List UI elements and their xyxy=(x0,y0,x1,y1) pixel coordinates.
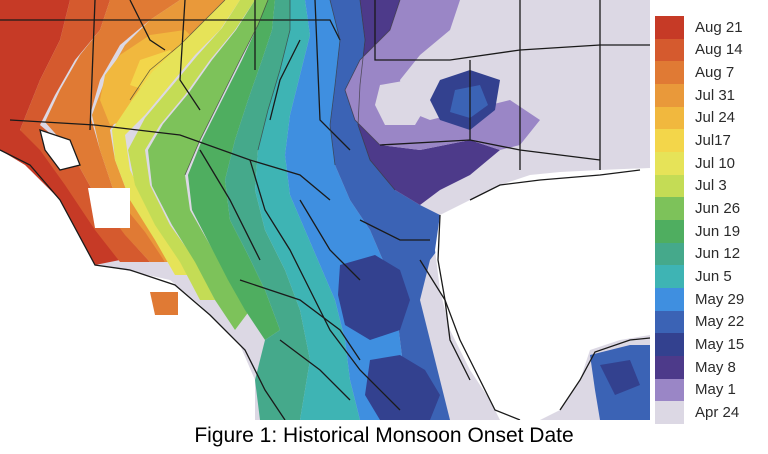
legend-item: May 8 xyxy=(655,356,743,379)
legend-label: May 22 xyxy=(695,313,745,331)
legend-item: May 15 xyxy=(655,333,745,356)
region-jul3 xyxy=(128,0,255,300)
legend-swatch xyxy=(655,197,684,220)
legend-item: Apr 24 xyxy=(655,401,743,424)
legend-label: Jun 26 xyxy=(695,200,741,218)
legend-swatch xyxy=(655,84,684,107)
legend-swatch xyxy=(655,242,684,266)
legend-label: Jul 10 xyxy=(695,154,736,172)
region-jun5 xyxy=(255,0,360,420)
legend-label: Aug 14 xyxy=(695,41,743,59)
legend-item: Jun 26 xyxy=(655,197,743,220)
legend-swatch xyxy=(655,16,684,39)
region-jun26 xyxy=(148,0,268,330)
legend-item: May 29 xyxy=(655,288,745,311)
legend-label: May 1 xyxy=(695,381,736,399)
legend-item: Jul 24 xyxy=(655,106,743,130)
region-jul10 xyxy=(112,0,240,275)
legend-label: Jun 5 xyxy=(695,268,732,286)
legend-label: Jul 24 xyxy=(695,109,736,127)
legend-swatch xyxy=(655,220,684,243)
legend-label: Jul 3 xyxy=(695,177,727,195)
legend-item: Aug 14 xyxy=(655,38,743,62)
legend-label: May 8 xyxy=(695,358,736,376)
legend-label: May 29 xyxy=(695,290,745,308)
legend-label: May 15 xyxy=(695,336,745,354)
legend-item: Jul 3 xyxy=(655,174,743,198)
legend-swatch xyxy=(655,152,684,175)
legend-item: Aug 21 xyxy=(655,16,743,39)
figure-caption: Figure 1: Historical Monsoon Onset Date xyxy=(194,424,574,447)
baja-tip xyxy=(150,292,178,315)
legend-label: Aug 7 xyxy=(695,64,735,82)
legend-swatch xyxy=(655,129,684,152)
legend-label: Jul 31 xyxy=(695,86,736,104)
region-may8 xyxy=(345,0,500,205)
region-aug14 xyxy=(20,0,150,262)
legend-item: Aug 7 xyxy=(655,61,743,84)
legend-label: Jul17 xyxy=(695,132,731,150)
legend-swatch xyxy=(655,61,684,84)
legend-label: Aug 21 xyxy=(695,18,743,36)
legend-item: Jul 10 xyxy=(655,152,743,175)
region-may15b xyxy=(365,355,440,420)
legend-item: May 1 xyxy=(655,378,743,402)
legend-swatch xyxy=(655,333,684,356)
region-may8-se xyxy=(600,360,640,395)
legend-label: Apr 24 xyxy=(695,404,740,422)
region-apr24-inner xyxy=(375,78,430,125)
legend-label: Jun 12 xyxy=(695,245,741,263)
region-jun12 xyxy=(225,0,310,420)
legend-item: Jun 19 xyxy=(655,220,743,243)
region-aug21 xyxy=(0,0,120,265)
legend-item: May 22 xyxy=(655,310,745,334)
legend-swatch xyxy=(655,356,684,379)
legend-item: Jun 12 xyxy=(655,242,743,266)
legend-swatch xyxy=(655,401,684,424)
monsoon-onset-map xyxy=(0,0,650,420)
legend-swatch xyxy=(655,310,684,334)
legend-swatch xyxy=(655,265,684,288)
pacific-ocean xyxy=(0,150,255,420)
legend-swatch xyxy=(655,106,684,130)
white-patch-1 xyxy=(88,188,130,228)
region-jun19 xyxy=(188,0,280,340)
legend-label: Jun 19 xyxy=(695,222,741,240)
legend-item: Jul17 xyxy=(655,129,743,152)
region-aug7 xyxy=(45,0,180,262)
gulf-of-mexico xyxy=(435,168,650,420)
legend-swatch xyxy=(655,38,684,62)
legend-item: Jun 5 xyxy=(655,265,743,288)
legend-swatch xyxy=(655,378,684,402)
region-may22 xyxy=(330,0,450,420)
legend-item: Jul 31 xyxy=(655,84,743,107)
contour-lines xyxy=(129,0,401,191)
region-may22-ne xyxy=(450,85,488,118)
boundary-lines xyxy=(0,0,650,420)
legend-swatch xyxy=(655,174,684,198)
legend-swatch xyxy=(655,288,684,311)
